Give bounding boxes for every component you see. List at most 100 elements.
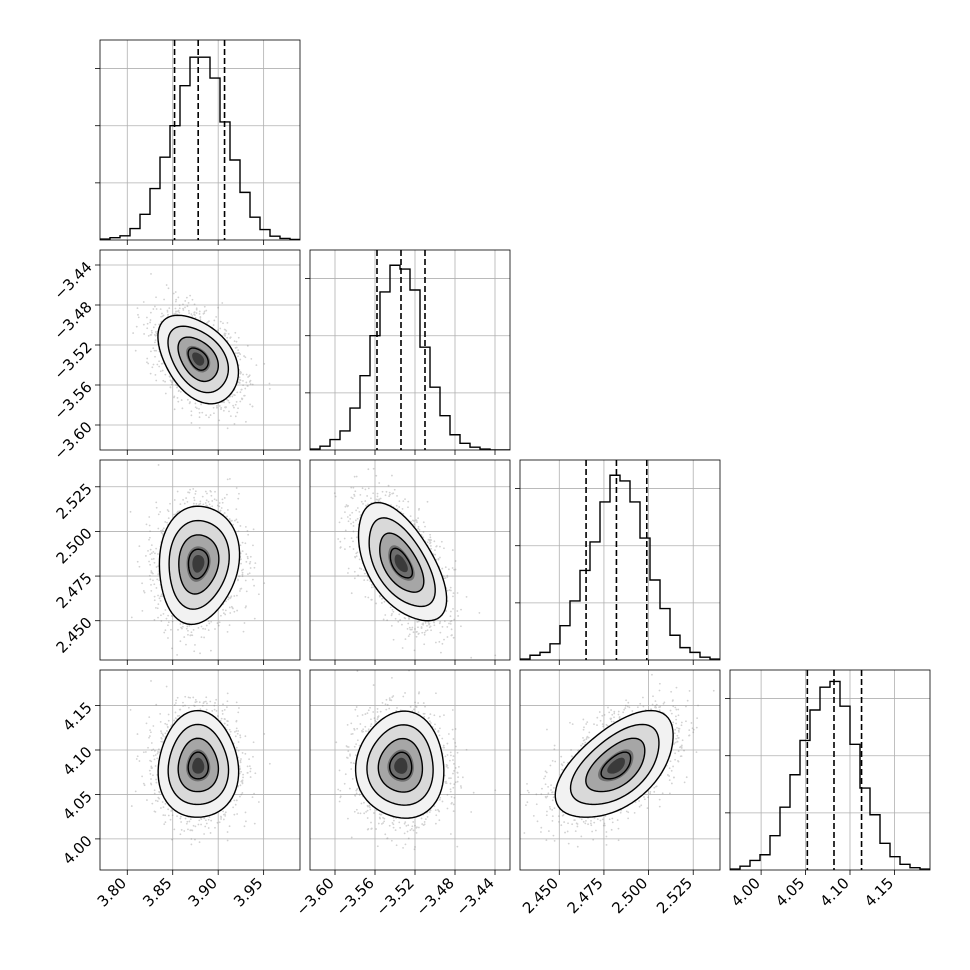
sample-point — [366, 809, 369, 812]
sample-point — [229, 730, 232, 733]
sample-point — [150, 767, 153, 769]
contour-line — [187, 751, 210, 780]
sample-point — [339, 540, 342, 543]
sample-point — [207, 629, 210, 632]
sample-point — [213, 498, 216, 501]
sample-point — [189, 696, 192, 699]
sample-point — [148, 736, 150, 739]
sample-point — [434, 641, 437, 644]
sample-point — [407, 506, 409, 509]
x-tick-label: 4.00 — [728, 874, 764, 910]
sample-point — [227, 596, 230, 599]
y-tick-label: 2.475 — [53, 569, 96, 612]
sample-point — [359, 812, 362, 815]
sample-point — [361, 729, 363, 732]
sample-point — [233, 406, 235, 409]
sample-point — [150, 329, 153, 332]
sample-point — [658, 689, 661, 692]
sample-point — [157, 616, 159, 619]
sample-point — [188, 820, 191, 823]
sample-point — [197, 823, 200, 826]
sample-point — [241, 573, 244, 576]
sample-point — [426, 629, 429, 632]
sample-point — [151, 331, 153, 334]
sample-point — [360, 568, 363, 570]
sample-point — [247, 376, 249, 378]
sample-point — [445, 764, 448, 766]
sample-point — [412, 829, 415, 832]
sample-point — [338, 769, 341, 772]
sample-point — [180, 626, 183, 629]
sample-point — [446, 793, 449, 796]
sample-point — [392, 823, 395, 826]
sample-point — [141, 775, 144, 778]
sample-point — [218, 502, 221, 504]
sample-point — [190, 410, 193, 413]
sample-point — [254, 562, 257, 565]
sample-point — [675, 737, 677, 740]
sample-point — [236, 799, 238, 802]
sample-point — [152, 308, 155, 310]
sample-point — [383, 820, 386, 823]
sample-point — [197, 626, 200, 629]
sample-point — [221, 302, 224, 304]
sample-point — [236, 352, 239, 355]
sample-point — [240, 793, 243, 796]
sample-point — [451, 709, 454, 711]
sample-point — [155, 703, 158, 706]
sample-point — [166, 723, 168, 726]
sample-point — [173, 408, 176, 411]
sample-point — [386, 703, 389, 706]
sample-point — [164, 802, 167, 805]
sample-point — [201, 411, 204, 414]
sample-point — [187, 696, 190, 699]
sample-point — [223, 401, 225, 404]
sample-point — [175, 699, 178, 702]
sample-point — [239, 761, 242, 764]
sample-point — [217, 624, 220, 627]
sample-point — [129, 510, 132, 513]
sample-point — [136, 755, 139, 758]
sample-point — [451, 801, 453, 804]
sample-point — [191, 634, 194, 637]
scatter-panel-1-3 — [95, 459, 301, 665]
sample-point — [218, 505, 221, 508]
sample-point — [217, 715, 219, 718]
sample-point — [150, 742, 153, 744]
sample-point — [257, 593, 260, 596]
sample-point — [672, 776, 675, 779]
sample-point — [154, 373, 157, 376]
sample-point — [224, 814, 227, 817]
sample-point — [151, 571, 153, 574]
sample-point — [222, 409, 225, 412]
sample-point — [237, 336, 240, 339]
sample-point — [383, 817, 386, 820]
sample-point — [160, 593, 163, 596]
sample-point — [566, 830, 569, 833]
sample-point — [494, 654, 497, 657]
sample-point — [429, 625, 432, 628]
sample-point — [209, 700, 212, 703]
sample-point — [158, 323, 161, 326]
sample-point — [229, 596, 232, 599]
sample-point — [248, 562, 251, 565]
sample-point — [155, 547, 158, 550]
sample-point — [147, 746, 149, 749]
sample-point — [440, 540, 443, 543]
sample-point — [358, 793, 361, 796]
sample-point — [149, 578, 152, 581]
contour-line — [158, 505, 241, 626]
sample-point — [377, 715, 379, 718]
sample-point — [688, 734, 690, 737]
sample-point — [452, 755, 455, 758]
panel-frame — [309, 459, 511, 661]
sample-point — [527, 791, 530, 794]
sample-point — [145, 722, 148, 725]
sample-point — [364, 488, 367, 491]
sample-point — [413, 649, 416, 652]
sample-point — [223, 332, 226, 335]
sample-point — [130, 805, 133, 807]
sample-point — [415, 519, 418, 522]
sample-point — [424, 621, 427, 624]
histogram-2 — [310, 264, 510, 450]
